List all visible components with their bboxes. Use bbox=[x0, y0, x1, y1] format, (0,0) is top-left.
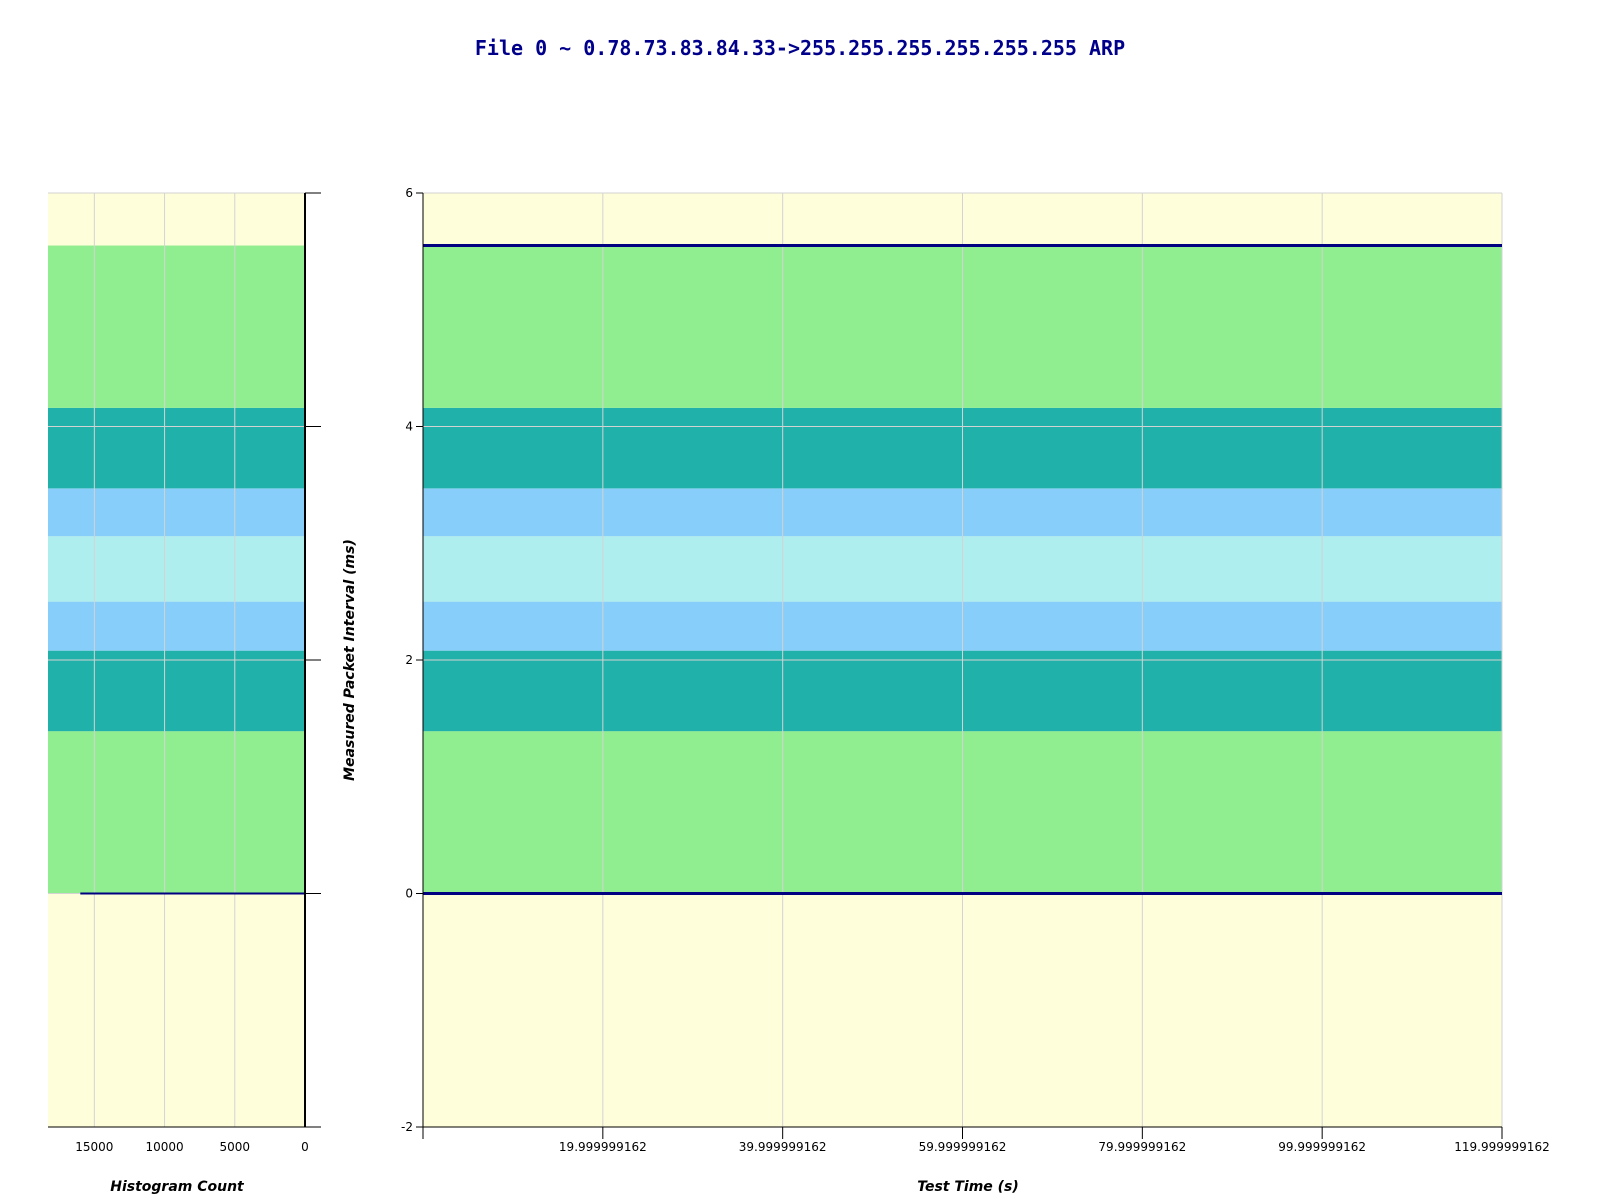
histogram-band-outer bbox=[48, 245, 305, 408]
histogram-band-light bbox=[48, 488, 305, 537]
chart-title: File 0 ~ 0.78.73.83.84.33->255.255.255.2… bbox=[474, 36, 1126, 60]
main-x-axis-title: Test Time (s) bbox=[917, 1179, 1019, 1195]
histogram-band-dark bbox=[48, 650, 305, 732]
histogram-band-dark bbox=[48, 407, 305, 489]
main-plot-panel: -2 0 2 4 6 19.999999162 39.999999162 59.9999991… bbox=[401, 186, 1550, 1154]
y-tick-label: 4 bbox=[405, 420, 413, 434]
y-tick-label: 0 bbox=[405, 887, 413, 901]
histogram-x-tick-label: 0 bbox=[301, 1140, 309, 1154]
y-tick-label: -2 bbox=[401, 1120, 413, 1134]
histogram-band-center bbox=[48, 536, 305, 602]
histogram-band-light bbox=[48, 601, 305, 651]
x-tick-label: 19.999999162 bbox=[559, 1140, 647, 1154]
histogram-x-tick-label: 15000 bbox=[75, 1140, 113, 1154]
x-tick-label: 59.999999162 bbox=[919, 1140, 1007, 1154]
x-tick-label: 99.999999162 bbox=[1278, 1140, 1366, 1154]
histogram-panel: 15000 10000 5000 0 bbox=[48, 192, 321, 1154]
x-tick-label: 79.999999162 bbox=[1098, 1140, 1186, 1154]
y-tick-label: 2 bbox=[405, 653, 413, 667]
histogram-x-axis-title: Histogram Count bbox=[110, 1179, 245, 1195]
histogram-x-tick-label: 5000 bbox=[220, 1140, 251, 1154]
histogram-band-outer bbox=[48, 731, 305, 894]
main-y-axis-title: Measured Packet Interval (ms) bbox=[342, 539, 358, 781]
x-tick-label: 119.999999162 bbox=[1454, 1140, 1549, 1154]
y-tick-label: 6 bbox=[405, 186, 413, 200]
x-tick-label: 39.999999162 bbox=[739, 1140, 827, 1154]
histogram-x-tick-label: 10000 bbox=[145, 1140, 183, 1154]
